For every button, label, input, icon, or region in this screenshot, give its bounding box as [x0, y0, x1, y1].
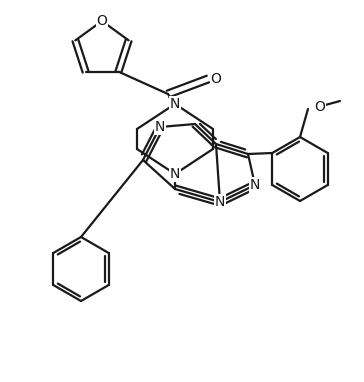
Text: N: N [170, 97, 180, 111]
Text: O: O [210, 72, 221, 86]
Text: N: N [170, 167, 180, 181]
Text: N: N [215, 195, 225, 209]
Text: O: O [314, 100, 325, 114]
Text: N: N [155, 120, 165, 134]
Text: N: N [250, 178, 260, 192]
Text: O: O [96, 14, 107, 28]
